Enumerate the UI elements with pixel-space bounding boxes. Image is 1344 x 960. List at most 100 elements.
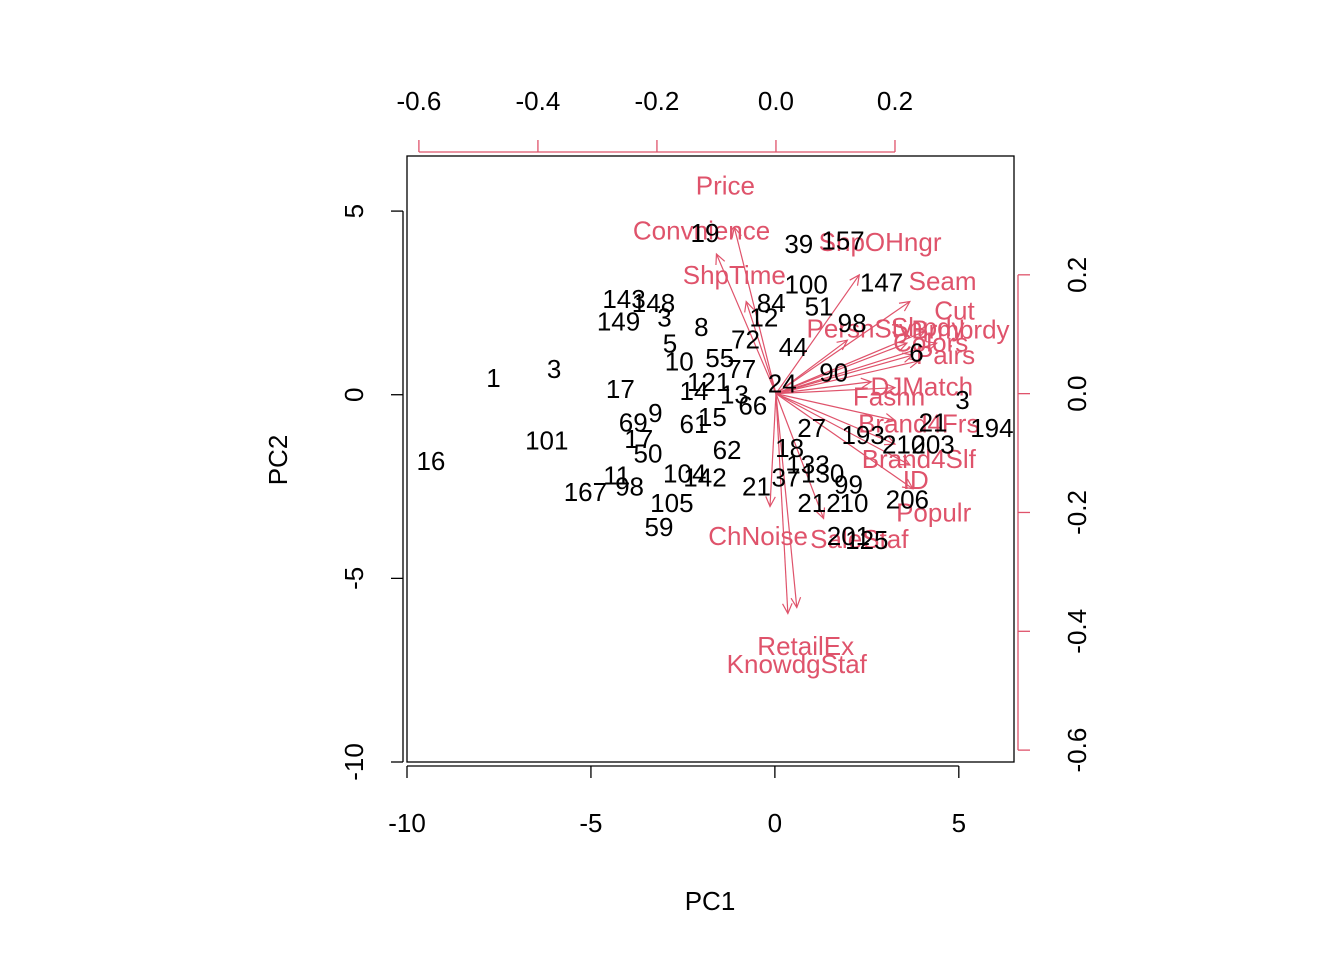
score-point: 37 — [771, 462, 800, 492]
loading-label-cut: Cut — [934, 295, 975, 325]
score-point: 194 — [970, 413, 1013, 443]
score-point: 55 — [705, 343, 734, 373]
loading-label-djmatch: DJMatch — [870, 372, 973, 402]
score-point: 167 — [564, 477, 607, 507]
loading-arrow-brand4slf — [775, 393, 897, 446]
score-point: 5 — [663, 328, 677, 358]
score-point: 133 — [786, 450, 829, 480]
score-point: 105 — [650, 488, 693, 518]
loading-label-convnience: Convnience — [633, 215, 770, 245]
score-point: 10 — [840, 488, 869, 518]
score-point: 62 — [713, 435, 742, 465]
right-tick-label: 0.0 — [1062, 376, 1092, 412]
loading-arrow-chnoise — [765, 393, 777, 508]
plot-frame — [406, 155, 1015, 763]
top-tick-label: 0.2 — [877, 86, 913, 116]
loading-label-seam: Seam — [909, 266, 977, 296]
loading-arrow-convnience — [715, 252, 777, 394]
loading-label-price: Price — [696, 171, 755, 201]
score-point: 72 — [731, 325, 760, 355]
score-point: 130 — [801, 459, 844, 489]
x-tick-label: 5 — [952, 808, 966, 838]
score-point: 90 — [819, 358, 848, 388]
score-point: 14 — [679, 376, 708, 406]
axes-layer: -10 -5 0 5 -10 -5 0 5 -0.6 -0.4 -0.2 0.0 0.2 -0.6 -0.4… — [339, 86, 1092, 838]
loading-label-colors: Colors — [893, 328, 968, 358]
loading-arrow-shptime — [744, 300, 777, 394]
loading-arrow-price — [731, 225, 777, 394]
loading-arrow-salestaf — [775, 393, 826, 520]
score-point: 104 — [663, 459, 706, 489]
top-tick-label: -0.6 — [396, 86, 441, 116]
loading-label-brand4frs: Brand4Frs — [858, 408, 979, 438]
top-tick-label: -0.4 — [516, 86, 561, 116]
loading-label-brand4slf: Brand4Slf — [862, 444, 977, 474]
right-tick-label: -0.6 — [1062, 728, 1092, 773]
score-point: 125 — [845, 525, 888, 555]
score-point: 77 — [727, 354, 756, 384]
score-point: 142 — [683, 462, 726, 492]
score-point: 9 — [648, 398, 662, 428]
y-tick-label: 0 — [339, 387, 369, 401]
score-point: 206 — [886, 484, 929, 514]
score-point: 203 — [911, 429, 954, 459]
x-axis-label: PC1 — [685, 886, 736, 916]
score-point: 3 — [955, 385, 969, 415]
y-tick-label: -10 — [339, 743, 369, 781]
score-point: 212 — [797, 488, 840, 518]
loading-arrow-cut — [775, 330, 927, 395]
score-point: 16 — [416, 446, 445, 476]
loading-label-shpohngr: ShpOHngr — [819, 227, 942, 257]
score-point: 17 — [606, 374, 635, 404]
score-point: 50 — [633, 438, 662, 468]
score-point: 12 — [749, 303, 778, 333]
y-tick-label: 5 — [339, 204, 369, 218]
right-tick-label: -0.2 — [1062, 490, 1092, 535]
loading-arrow-shpohngr — [775, 273, 861, 394]
score-point: 98 — [615, 472, 644, 502]
loading-arrow-popular — [775, 393, 914, 490]
score-point: 44 — [779, 332, 808, 362]
loading-arrow-brmbrdy — [775, 340, 938, 395]
score-point: 3 — [547, 354, 561, 384]
score-point: 19 — [691, 218, 720, 248]
loading-arrow-djmatch — [775, 382, 897, 395]
top-tick-label: 0.0 — [758, 86, 794, 116]
loading-label-shpdy: Shpdy — [891, 312, 965, 342]
right-tick-label: -0.4 — [1062, 609, 1092, 654]
loading-arrow-knowdgstaf — [775, 393, 793, 615]
score-point: 98 — [838, 308, 867, 338]
score-point: 69 — [619, 407, 648, 437]
loading-arrow-persnsty — [775, 339, 849, 395]
score-point: 121 — [687, 367, 730, 397]
score-point: 149 — [597, 306, 640, 336]
score-point: 39 — [784, 229, 813, 259]
loading-label-fashn: Fashn — [853, 382, 925, 412]
loading-label-shptime: ShpTime — [683, 260, 786, 290]
score-point: 59 — [645, 512, 674, 542]
loading-label-salestaf: SaleStaf — [810, 524, 909, 554]
score-point: 193 — [841, 420, 884, 450]
score-point: 13 — [720, 380, 749, 410]
score-point: 6 — [909, 337, 923, 367]
loading-label-chnoise: ChNoise — [708, 521, 808, 551]
score-point: 147 — [860, 268, 903, 298]
loading-label-id: ID — [903, 465, 929, 495]
loading-label-popular: Populr — [896, 497, 971, 527]
score-point: 84 — [757, 288, 786, 318]
loading-arrow-id — [775, 393, 912, 466]
loading-arrow-brand4frs — [775, 393, 897, 424]
score-point: 99 — [834, 470, 863, 500]
right-tick-label: 0.2 — [1062, 257, 1092, 293]
x-tick-label: -5 — [579, 808, 602, 838]
y-axis-label: PC2 — [263, 435, 293, 486]
score-point: 18 — [775, 433, 804, 463]
loading-label-retailex: RetailEx — [757, 631, 854, 661]
score-point: 66 — [738, 391, 767, 421]
loading-arrow-retailex — [775, 393, 802, 609]
score-point: 11 — [603, 461, 630, 491]
score-point: 51 — [805, 292, 834, 322]
